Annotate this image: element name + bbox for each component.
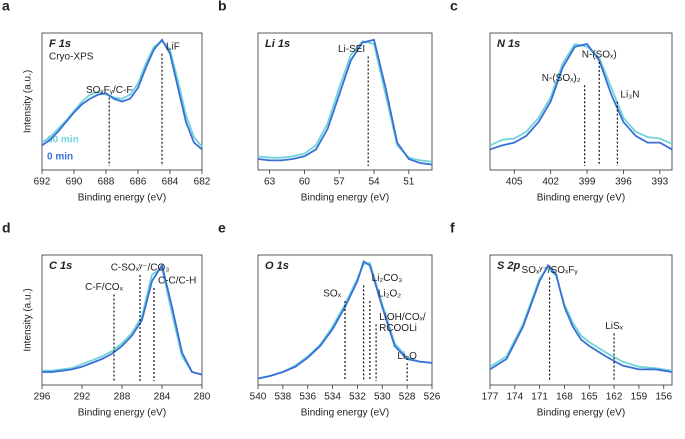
reference-label: LiF — [166, 41, 180, 52]
spectrum-line — [257, 260, 433, 380]
x-tick-label: 284 — [154, 392, 171, 403]
panel-letter: e — [218, 220, 226, 236]
x-tick-label: 57 — [334, 177, 346, 188]
panel-letter: b — [218, 0, 227, 14]
panel: e O 1s Binding energy (eV) 540 538 536 534 532 5… — [218, 220, 441, 419]
x-tick-label: 526 — [424, 392, 441, 403]
reference-label: N-(SOₓ) — [582, 50, 617, 61]
x-axis-label: Binding energy (eV) — [301, 193, 389, 204]
x-tick-label: 54 — [368, 177, 380, 188]
panel-letter: c — [450, 0, 458, 14]
panel-title: N 1s — [497, 38, 520, 50]
plot-frame — [489, 254, 673, 386]
panel-title: F 1s — [49, 38, 71, 50]
x-tick-label: 528 — [399, 392, 416, 403]
x-tick-label: 692 — [34, 177, 51, 188]
x-axis-label: Binding energy (eV) — [537, 193, 625, 204]
panel: d C 1s Intensity (a.u.) Binding energy (eV)… — [2, 220, 211, 419]
x-tick-label: 688 — [98, 177, 115, 188]
x-tick-label: 292 — [74, 392, 91, 403]
x-tick-label: 296 — [34, 392, 51, 403]
panel-subtitle: Cryo-XPS — [49, 52, 94, 63]
reference-label: C-F/COₓ — [85, 282, 123, 293]
spectrum-line — [42, 263, 203, 376]
x-axis-label: Binding energy (eV) — [78, 193, 166, 204]
x-tick-label: 540 — [250, 392, 267, 403]
panel-title: Li 1s — [265, 38, 290, 50]
x-tick-label: 288 — [114, 392, 131, 403]
x-tick-label: 530 — [374, 392, 391, 403]
y-axis-label: Intensity (a.u.) — [23, 70, 34, 133]
spectrum-line — [257, 40, 433, 163]
reference-label: Li₂O₂ — [378, 289, 401, 300]
x-tick-label: 690 — [66, 177, 83, 188]
reference-label: N-(SOₓ)₂ — [542, 73, 581, 84]
plot-frame — [41, 254, 203, 386]
x-tick-label: 162 — [606, 392, 623, 403]
x-tick-label: 532 — [349, 392, 366, 403]
panel-letter: a — [2, 0, 10, 14]
x-tick-label: 684 — [162, 177, 179, 188]
x-axis-label: Binding energy (eV) — [301, 408, 389, 419]
plot-frame — [41, 32, 203, 171]
reference-label: SOₓʸ⁻/SOₓFᵧ — [522, 265, 579, 276]
panel-title: S 2p — [497, 260, 521, 272]
panel: a F 1s Cryo-XPS Intensity (a.u.) Binding ene… — [2, 0, 211, 204]
reference-label: LiOH/COₓ/ — [379, 312, 426, 323]
panel: f S 2p Binding energy (eV) 177 174 171 168 165 1… — [450, 220, 673, 419]
x-tick-label: 402 — [542, 177, 559, 188]
panel-letter: d — [2, 220, 11, 236]
reference-label: Li₂O — [397, 351, 417, 362]
x-tick-label: 159 — [631, 392, 648, 403]
plot-frame — [257, 32, 433, 171]
x-tick-label: 171 — [531, 392, 548, 403]
panel: c N 1s Binding energy (eV) 405 402 399 396 393 N… — [450, 0, 673, 204]
x-tick-label: 165 — [581, 392, 598, 403]
x-tick-label: 60 — [299, 177, 311, 188]
panel-title: C 1s — [49, 260, 72, 272]
x-tick-label: 174 — [506, 392, 523, 403]
x-tick-label: 393 — [652, 177, 669, 188]
spectrum-line — [41, 38, 203, 151]
x-tick-label: 156 — [655, 392, 672, 403]
x-tick-label: 399 — [579, 177, 596, 188]
reference-label: C-SOₓʸ⁻/CO₃ — [111, 263, 170, 274]
reference-label: Li-SEI — [338, 44, 365, 55]
x-tick-label: 177 — [482, 392, 499, 403]
plot-frame — [489, 32, 673, 171]
x-tick-label: 534 — [324, 392, 341, 403]
spectrum-line — [489, 42, 673, 151]
x-tick-label: 280 — [194, 392, 211, 403]
x-tick-label: 536 — [299, 392, 316, 403]
x-tick-label: 538 — [275, 392, 292, 403]
legend-label: 0 min — [47, 152, 73, 163]
x-tick-label: 405 — [506, 177, 523, 188]
x-tick-label: 168 — [556, 392, 573, 403]
x-tick-label: 63 — [264, 177, 276, 188]
reference-label: RCOOLi — [379, 323, 417, 334]
reference-label: Li₃N — [620, 89, 639, 100]
x-axis-label: Binding energy (eV) — [78, 408, 166, 419]
reference-label: C-C/C-H — [158, 276, 196, 287]
x-tick-label: 682 — [194, 177, 211, 188]
legend-label: 60 min — [47, 135, 79, 146]
x-axis-label: Binding energy (eV) — [537, 408, 625, 419]
x-tick-label: 686 — [130, 177, 147, 188]
reference-label: LiSₓ — [605, 321, 623, 332]
reference-label: Li₂CO₃ — [372, 273, 403, 284]
x-tick-label: 396 — [615, 177, 632, 188]
plot-frame — [257, 254, 433, 386]
spectrum-line — [489, 263, 673, 373]
y-axis-label: Intensity (a.u.) — [23, 288, 34, 351]
panel: b Li 1s Binding energy (eV) 63 60 57 54 51 Li-SE… — [218, 0, 433, 204]
spectrum-line — [257, 38, 433, 166]
reference-label: SOₓ — [323, 289, 341, 300]
reference-label: SOₓFᵧ/C-F — [86, 85, 133, 96]
spectrum-line — [42, 266, 203, 376]
panel-letter: f — [450, 220, 455, 236]
panel-title: O 1s — [265, 260, 289, 272]
x-tick-label: 51 — [403, 177, 415, 188]
spectrum-line — [489, 266, 673, 372]
